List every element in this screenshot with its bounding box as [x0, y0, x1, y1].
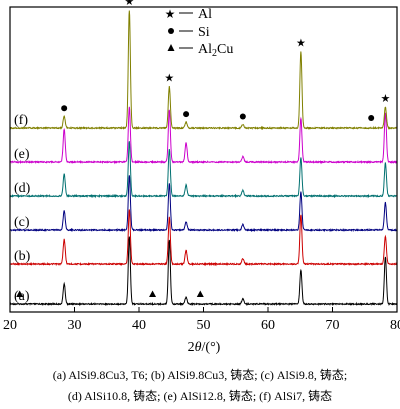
legend-entry-al: ★ Al: [165, 7, 212, 22]
series-line-f: [9, 10, 398, 131]
series-label-b: (b): [14, 249, 31, 264]
x-axis-label: 2θ/(°): [188, 340, 221, 355]
series-label-c: (c): [14, 215, 30, 230]
series-label-a: (a): [14, 289, 30, 304]
triangle-marker-10: [196, 290, 204, 297]
star-marker-2: ★: [296, 37, 306, 49]
series-line-b: [9, 209, 397, 267]
legend-al2cu-sub: 2: [212, 48, 217, 59]
x-tick-label-30: 30: [68, 318, 82, 333]
legend-si-icon: [168, 28, 174, 34]
legend-entry-al2cu: Al2Cu: [167, 42, 233, 59]
triangle-marker-9: [149, 290, 157, 297]
legend-al2cu-label: Al2Cu: [198, 42, 233, 59]
legend-al-icon: ★: [165, 7, 176, 21]
legend-entry-si: Si: [168, 25, 210, 40]
star-marker-3: ★: [380, 93, 390, 105]
star-marker-0: ★: [124, 0, 134, 8]
circle-marker-7: [368, 115, 375, 121]
legend-al2cu-icon: [167, 44, 175, 51]
x-axis-label-symbol: θ: [195, 340, 202, 355]
series-line-d: [9, 141, 398, 199]
series-label-f: (f): [14, 113, 28, 128]
series-layer: [9, 10, 398, 307]
legend-si-label: Si: [198, 25, 210, 40]
series-line-e: [9, 106, 398, 165]
x-tick-label-80: 80: [390, 318, 400, 333]
caption-line-2: (d) AlSi10.8, 铸态; (e) AlSi12.8, 铸态; (f) …: [67, 389, 333, 403]
x-tick-label-60: 60: [261, 318, 275, 333]
x-axis-label-prefix: 2: [188, 340, 195, 355]
legend-al2cu-tail: Cu: [217, 42, 233, 57]
x-tick-label-40: 40: [132, 318, 146, 333]
legend-al-label: Al: [198, 7, 212, 22]
x-tick-label-20: 20: [3, 318, 17, 333]
x-tick-label-70: 70: [326, 318, 340, 333]
series-label-layer: (a) (b) (c) (d) (e) (f): [14, 113, 31, 304]
xrd-chart: ★ ★ ★ ★ (a) (b) (c) (d) (e) (f) 20 30 40 50 60 70 80 ★…: [3, 0, 400, 355]
series-label-e: (e): [14, 147, 30, 162]
x-tick-label-50: 50: [197, 318, 211, 333]
circle-marker-6: [239, 113, 246, 120]
series-line-c: [9, 175, 398, 233]
triangle-marker-8: [16, 290, 24, 297]
circle-marker-4: [61, 105, 68, 112]
x-axis-ticks: 20 30 40 50 60 70 80: [3, 307, 400, 333]
caption-line-1: (a) AlSi9.8Cu3, T6; (b) AlSi9.8Cu3, 铸态; …: [52, 368, 348, 382]
marker-layer: ★ ★ ★ ★: [16, 0, 390, 297]
x-axis-label-suffix: /(°): [202, 340, 221, 355]
series-line-a: [9, 236, 398, 307]
legend-al2cu-main: Al: [198, 42, 212, 57]
legend: ★ Al Si Al2Cu: [165, 7, 234, 59]
star-marker-1: ★: [164, 73, 174, 85]
series-label-d: (d): [14, 181, 31, 196]
circle-marker-5: [183, 111, 190, 118]
